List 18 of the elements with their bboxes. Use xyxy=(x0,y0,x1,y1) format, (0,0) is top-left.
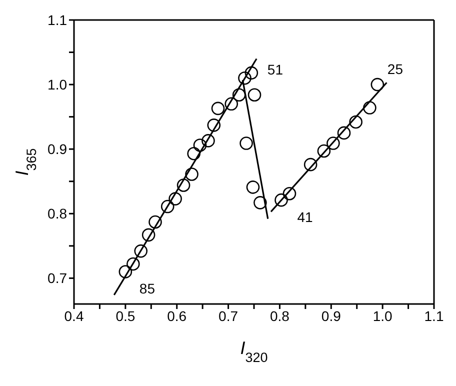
y-tick-label: 1.1 xyxy=(48,12,68,28)
x-tick-label: 0.7 xyxy=(218,308,238,324)
x-tick-label: 0.5 xyxy=(116,308,136,324)
x-tick-label: 0.9 xyxy=(321,308,342,324)
annotation: 51 xyxy=(267,62,284,78)
annotation: 85 xyxy=(139,280,156,296)
x-axis-title: I$_{320}$ xyxy=(240,338,268,364)
x-tick-label: 1.1 xyxy=(424,308,444,324)
annotation: 41 xyxy=(297,208,314,225)
y-tick-label: 0.8 xyxy=(48,206,68,222)
x-tick-label: 0.8 xyxy=(270,308,290,324)
annotation: 25 xyxy=(387,61,404,78)
x-tick-label: 0.4 xyxy=(64,308,84,324)
y-tick-label: 0.9 xyxy=(48,141,68,158)
y-tick-label: 1.0 xyxy=(48,76,68,93)
x-tick-label: 1.0 xyxy=(372,308,393,324)
y-tick-label: 0.7 xyxy=(48,270,68,286)
x-tick-label: 0.6 xyxy=(167,308,187,324)
